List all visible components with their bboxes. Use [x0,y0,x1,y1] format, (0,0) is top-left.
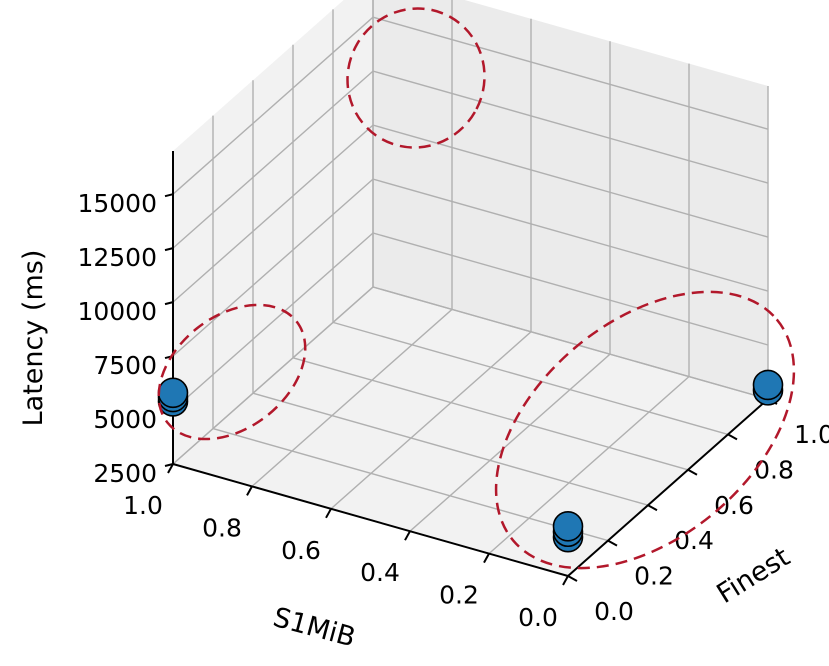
z-tick-label: 7500 [93,351,157,380]
y-tick [687,468,698,476]
y-tick-label: 0.0 [594,597,634,626]
y-tick-label: 0.4 [674,526,714,555]
x-tick-label: 0.2 [439,581,479,610]
z-tick [164,247,174,252]
y-tick [647,504,658,512]
x-tick-label: 1.0 [123,491,163,520]
x-tick [246,485,253,496]
y-axis-label: Finest [712,542,796,610]
z-tick-label: 2500 [93,459,157,488]
z-tick-label: 12500 [77,243,157,272]
grid-line-z [172,70,769,249]
grid-line-z [172,16,769,195]
x-tick-label: 0.4 [360,558,400,587]
y-tick-label: 0.2 [634,562,674,591]
cluster-ellipse-left [157,303,307,441]
y-tick [567,575,578,582]
x-tick [562,575,569,586]
y-tick-label: 0.8 [754,455,794,484]
data-point [552,511,584,542]
grid-line-z [172,178,769,357]
y-axis-line [567,398,769,577]
grid-line-z [172,232,769,411]
x-axis-line [172,463,569,577]
z-tick-label: 15000 [77,189,157,218]
data-point [752,369,784,401]
grid-line-z [172,286,769,465]
x-tick-label: 0.8 [202,513,242,542]
x-tick-label: 0.0 [518,603,558,632]
data-point [157,377,189,409]
x-tick [483,553,490,564]
cluster-ellipse-right [494,290,796,570]
z-tick [164,463,174,467]
x-axis-label: S1MiB [270,602,359,654]
y-tick [607,539,618,547]
z-tick [164,193,174,198]
tick-labels: 1.00.80.60.40.20.0 0.00.20.40.60.81.02500… [77,189,829,632]
y-tick-label: 1.0 [794,420,829,449]
x-tick [325,508,332,519]
grid-line-z [172,124,769,303]
x-tick [167,463,174,474]
x-tick-label: 0.6 [281,536,321,565]
x-tick [404,530,411,541]
data-points [157,369,784,553]
z-axis-label: Latency (ms) [18,250,49,427]
floor-pane [173,287,768,576]
y-tick [727,433,738,441]
z-tick-label: 10000 [77,297,157,326]
z-tick [164,301,174,306]
z-tick-label: 5000 [93,405,157,434]
